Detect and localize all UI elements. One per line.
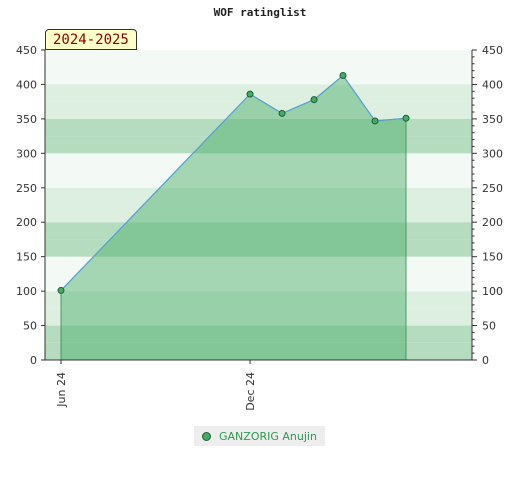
y-axis-right-ticks: 0 50 100 150 200 250 300 350 400 450 xyxy=(472,44,503,367)
background-bands xyxy=(45,50,472,360)
y-tick-label-right: 150 xyxy=(482,251,503,264)
data-point[interactable] xyxy=(339,71,347,79)
background-band xyxy=(45,325,472,343)
background-band xyxy=(45,84,472,102)
y-tick-label-left: 150 xyxy=(16,251,37,264)
y-tick-label-right: 50 xyxy=(482,320,496,333)
legend-marker-icon xyxy=(202,431,211,441)
x-axis-ticks: Jun 24 Dec 24 xyxy=(55,360,257,411)
y-tick-label-left: 450 xyxy=(16,44,37,57)
data-point[interactable] xyxy=(310,96,318,104)
background-band xyxy=(45,308,472,326)
background-band xyxy=(45,153,472,171)
data-point[interactable] xyxy=(57,286,65,294)
y-tick-label-right: 200 xyxy=(482,216,503,229)
y-tick-label-right: 0 xyxy=(482,354,489,367)
y-tick-label-right: 350 xyxy=(482,113,503,126)
y-tick-label-left: 100 xyxy=(16,285,37,298)
y-tick-label-left: 200 xyxy=(16,216,37,229)
y-tick-label-right: 100 xyxy=(482,285,503,298)
legend[interactable]: GANZORIG Anujin xyxy=(194,426,325,446)
y-tick-label-left: 350 xyxy=(16,113,37,126)
y-tick-label-right: 250 xyxy=(482,182,503,195)
season-badge: 2024-2025 xyxy=(45,29,137,50)
axes xyxy=(44,50,473,361)
background-band xyxy=(45,273,472,292)
y-tick-label-left: 50 xyxy=(23,320,37,333)
points-layer xyxy=(57,71,410,294)
background-band xyxy=(45,101,472,119)
y-tick-label-left: 0 xyxy=(30,354,37,367)
background-band xyxy=(45,50,472,68)
y-tick-label-left: 250 xyxy=(16,182,37,195)
chart-title: WOF ratinglist xyxy=(213,6,307,19)
background-band xyxy=(45,291,472,309)
background-band xyxy=(45,342,472,360)
legend-label: GANZORIG Anujin xyxy=(219,429,317,443)
background-band xyxy=(45,222,472,240)
background-band xyxy=(45,118,472,137)
background-band xyxy=(45,136,472,154)
data-point[interactable] xyxy=(246,90,254,98)
x-tick-label: Jun 24 xyxy=(55,372,68,408)
background-band xyxy=(45,205,472,223)
background-band xyxy=(45,256,472,274)
data-point[interactable] xyxy=(371,117,379,125)
y-tick-label-left: 300 xyxy=(16,147,37,160)
y-tick-label-right: 300 xyxy=(482,147,503,160)
background-band xyxy=(45,239,472,257)
background-band xyxy=(45,187,472,205)
data-point[interactable] xyxy=(278,109,286,117)
background-band xyxy=(45,67,472,85)
x-tick-label: Dec 24 xyxy=(244,372,257,411)
y-tick-label-right: 450 xyxy=(482,44,503,57)
y-tick-label-right: 400 xyxy=(482,78,503,91)
data-point[interactable] xyxy=(402,114,410,122)
background-band xyxy=(45,170,472,188)
y-axis-left-ticks: 0 50 100 150 200 250 300 350 400 450 xyxy=(16,44,45,367)
y-tick-label-left: 400 xyxy=(16,78,37,91)
